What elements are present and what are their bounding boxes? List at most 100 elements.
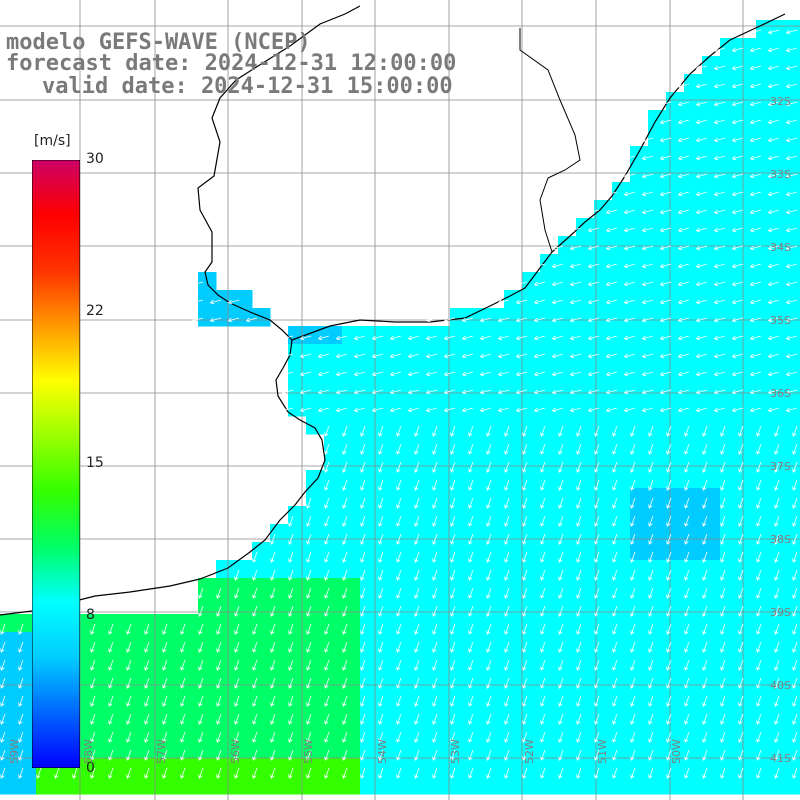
wind-cell [162, 668, 181, 687]
wind-arrow [714, 227, 726, 233]
wind-cell [756, 290, 775, 309]
wind-cell [378, 326, 397, 345]
wind-cell [468, 398, 487, 417]
wind-arrow [768, 83, 780, 89]
wind-cell [324, 506, 343, 525]
wind-cell [684, 542, 703, 561]
wind-arrow [396, 713, 402, 725]
wind-cell [252, 776, 271, 795]
wind-cell [666, 488, 685, 507]
wind-cell [414, 704, 433, 723]
wind-arrow [432, 623, 438, 635]
wind-cell [504, 596, 523, 615]
wind-cell [558, 758, 577, 777]
wind-cell [738, 398, 757, 417]
wind-cell [792, 506, 800, 525]
wind-cell [522, 650, 541, 669]
wind-cell [468, 614, 487, 633]
wind-cell [738, 146, 757, 165]
wind-arrow [282, 407, 294, 413]
wind-cell [792, 272, 800, 291]
wind-cell [234, 650, 253, 669]
wind-arrow [552, 299, 564, 305]
wind-arrow [396, 497, 402, 509]
wind-cell [576, 650, 595, 669]
wind-cell [486, 398, 505, 417]
wind-arrow [180, 767, 186, 779]
wind-arrow [336, 389, 348, 395]
wind-cell [720, 200, 739, 219]
wind-cell [486, 686, 505, 705]
wind-arrow [234, 713, 240, 725]
wind-cell [738, 326, 757, 345]
wind-arrow [342, 497, 348, 509]
wind-arrow [498, 299, 510, 305]
wind-arrow [234, 641, 240, 653]
wind-arrow [738, 749, 744, 761]
wind-cell [576, 254, 595, 273]
wind-arrow [498, 335, 510, 341]
wind-arrow [666, 461, 672, 473]
wind-cell [396, 776, 415, 795]
wind-arrow [666, 587, 672, 599]
wind-arrow [270, 551, 276, 563]
wind-cell [360, 686, 379, 705]
wind-arrow [570, 335, 582, 341]
wind-arrow [678, 191, 690, 197]
wind-cell [378, 632, 397, 651]
wind-arrow [750, 281, 762, 287]
wind-arrow [414, 533, 420, 545]
wind-arrow [516, 335, 528, 341]
wind-cell [612, 434, 631, 453]
wind-cell [270, 614, 289, 633]
wind-cell [774, 578, 793, 597]
wind-arrow [642, 371, 654, 377]
wind-arrow [324, 443, 330, 455]
wind-arrow [306, 533, 312, 545]
wind-cell [414, 776, 433, 795]
wind-arrow [378, 461, 384, 473]
wind-cell [558, 776, 577, 795]
wind-arrow [576, 641, 582, 653]
wind-cell [720, 290, 739, 309]
wind-arrow [696, 173, 708, 179]
wind-arrow [390, 371, 402, 377]
wind-cell [468, 344, 487, 363]
wind-arrow [594, 623, 600, 635]
wind-cell [306, 668, 325, 687]
wind-cell [684, 722, 703, 741]
wind-cell [450, 740, 469, 759]
wind-cell [648, 182, 667, 201]
wind-arrow [342, 659, 348, 671]
wind-arrow [414, 749, 420, 761]
wind-arrow [588, 371, 600, 377]
wind-cell [378, 560, 397, 579]
wind-arrow [738, 677, 744, 689]
wind-cell [684, 434, 703, 453]
wind-cell [720, 272, 739, 291]
wind-cell [342, 398, 361, 417]
wind-arrow [378, 551, 384, 563]
wind-cell [792, 740, 800, 759]
wind-cell [594, 362, 613, 381]
wind-arrow [714, 389, 726, 395]
wind-arrow [108, 731, 114, 743]
wind-cell [792, 182, 800, 201]
wind-cell [594, 668, 613, 687]
wind-arrow [414, 695, 420, 707]
wind-arrow [768, 407, 780, 413]
wind-arrow [270, 659, 276, 671]
wind-arrow [594, 641, 600, 653]
longitude-label: 56W [228, 739, 242, 764]
wind-arrow [504, 461, 510, 473]
wind-cell [396, 506, 415, 525]
wind-cell [360, 578, 379, 597]
wind-arrow [684, 641, 690, 653]
wind-cell [252, 740, 271, 759]
wind-arrow [738, 425, 744, 437]
wind-arrow [282, 335, 294, 341]
wind-arrow [234, 587, 240, 599]
wind-cell [432, 668, 451, 687]
wind-cell [396, 398, 415, 417]
colorbar [32, 160, 80, 768]
